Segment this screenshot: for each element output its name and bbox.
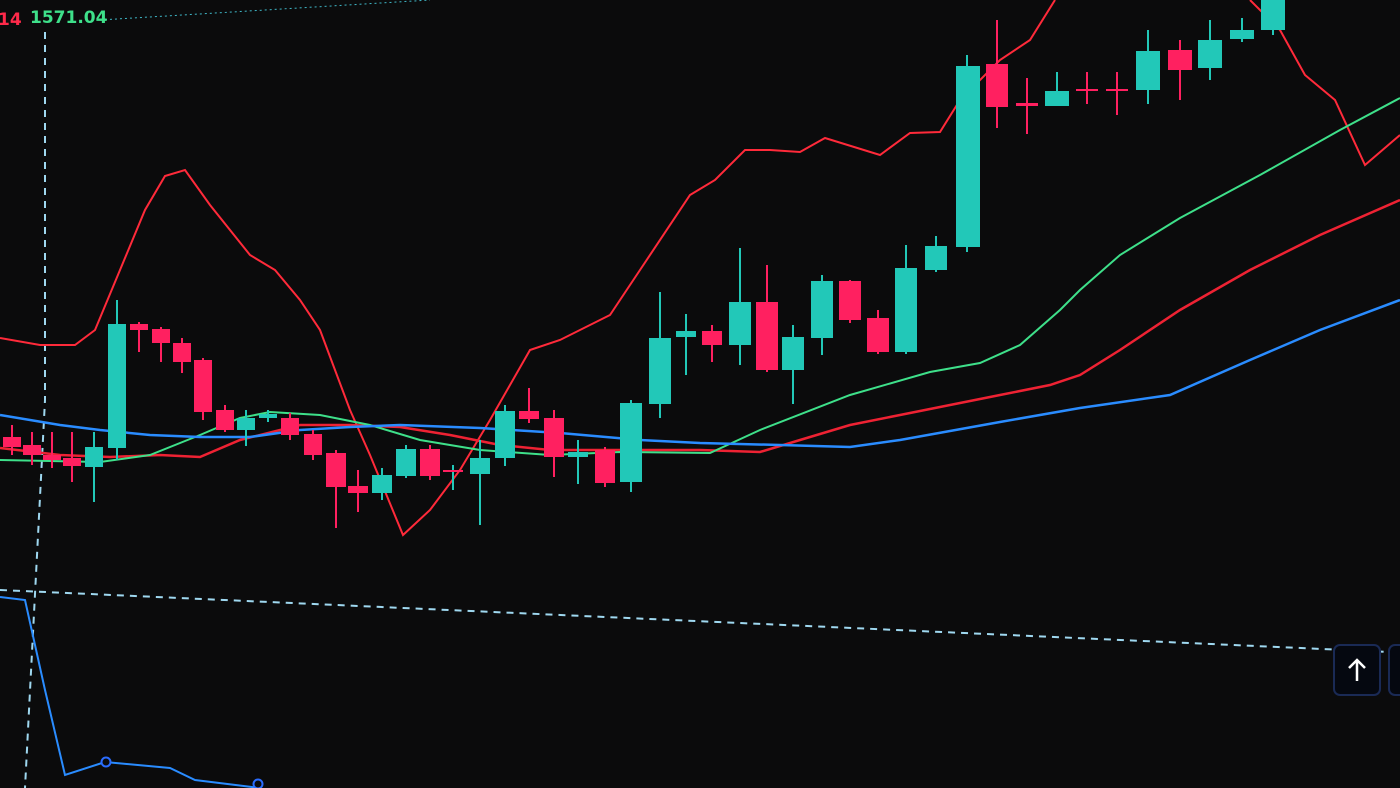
- indicator-point: [100, 756, 112, 768]
- crosshair-horizontal: [0, 589, 1391, 653]
- scroll-up-button[interactable]: [1333, 644, 1381, 696]
- indicator-line: [0, 596, 261, 788]
- side-button[interactable]: [1388, 644, 1400, 696]
- moving-average-blue: [0, 298, 1400, 449]
- crosshair-vertical: [24, 32, 46, 788]
- price-label: 1571.04: [30, 8, 108, 28]
- middle-band: [0, 198, 1400, 459]
- upper-band: [0, 0, 1056, 537]
- left-label: 14: [0, 10, 22, 30]
- price-line: [99, 0, 431, 21]
- indicator-point: [252, 778, 264, 788]
